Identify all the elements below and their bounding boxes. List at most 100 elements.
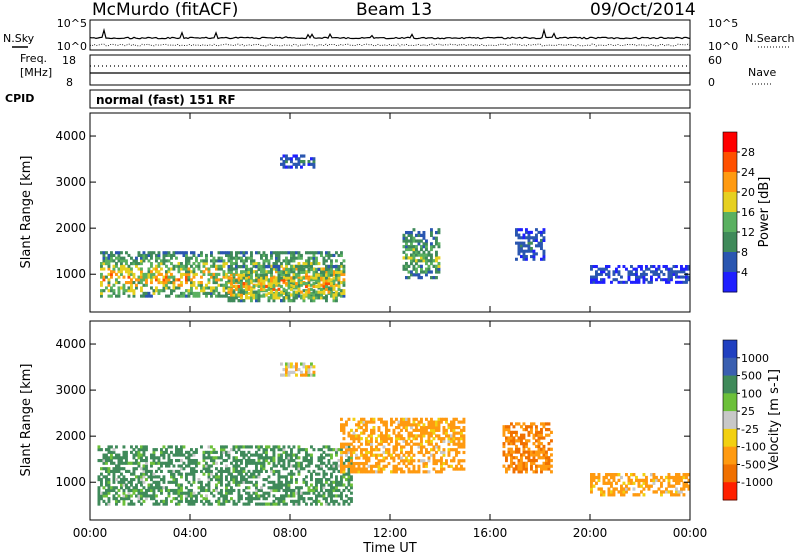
x-tick-label: 16:00 <box>473 526 508 540</box>
data-cell <box>282 162 286 166</box>
data-cell <box>365 428 368 432</box>
data-cell <box>297 278 301 282</box>
data-cell <box>412 267 416 271</box>
data-cell <box>645 478 648 483</box>
data-cell <box>297 464 301 468</box>
data-cell <box>262 497 266 501</box>
data-cell <box>315 256 318 260</box>
data-cell <box>160 491 163 495</box>
data-cell <box>620 493 623 497</box>
data-cell <box>462 442 466 446</box>
data-cell <box>305 502 308 506</box>
data-cell <box>632 272 636 276</box>
data-cell <box>132 469 136 473</box>
data-cell <box>245 270 248 274</box>
data-cell <box>415 442 418 446</box>
data-cell <box>100 491 103 495</box>
data-cell <box>592 484 596 488</box>
data-cell <box>527 230 531 234</box>
data-cell <box>435 445 438 449</box>
data-cell <box>137 456 141 460</box>
data-cell <box>402 236 406 240</box>
data-cell <box>400 448 403 452</box>
data-cell <box>117 286 121 290</box>
data-cell <box>422 426 426 430</box>
data-cell <box>130 262 133 266</box>
data-cell <box>142 278 146 282</box>
data-cell <box>117 480 121 484</box>
data-cell <box>322 276 326 280</box>
data-cell <box>212 456 216 460</box>
data-cell <box>187 472 191 476</box>
data-cell <box>140 491 143 495</box>
data-cell <box>510 439 513 443</box>
data-cell <box>230 272 233 276</box>
data-cell <box>210 491 213 495</box>
data-cell <box>135 483 138 487</box>
data-cell <box>232 456 236 460</box>
data-cell <box>165 270 168 274</box>
data-cell <box>642 487 646 491</box>
data-cell <box>272 251 276 255</box>
data-cell <box>135 262 138 266</box>
data-cell <box>442 426 446 430</box>
data-cell <box>172 475 176 479</box>
data-cell <box>130 488 133 493</box>
data-cell <box>140 502 143 506</box>
data-cell <box>142 445 146 449</box>
data-cell <box>537 439 541 443</box>
data-cell <box>385 448 388 452</box>
data-cell <box>262 464 266 468</box>
data-cell <box>127 281 131 285</box>
data-cell <box>267 456 271 460</box>
data-cell <box>175 491 178 495</box>
data-cell <box>637 278 641 282</box>
data-cell <box>665 265 668 269</box>
data-cell <box>295 362 298 366</box>
data-cell <box>337 469 341 473</box>
data-cell <box>220 494 223 498</box>
data-cell <box>232 480 236 484</box>
data-cell <box>420 439 423 444</box>
data-cell <box>257 445 261 449</box>
data-cell <box>530 464 533 468</box>
data-cell <box>240 251 243 255</box>
data-cell <box>437 459 441 463</box>
data-cell <box>242 480 246 484</box>
data-cell <box>235 458 238 463</box>
data-cell <box>350 497 353 501</box>
data-cell <box>667 473 671 477</box>
data-cell <box>210 291 213 295</box>
data-cell <box>220 445 223 449</box>
data-cell <box>425 267 428 271</box>
power-ylabel: Slant Range [km] <box>19 156 34 269</box>
data-cell <box>275 488 278 493</box>
data-cell <box>402 267 406 271</box>
data-cell <box>210 289 213 293</box>
data-cell <box>145 464 148 468</box>
data-cell <box>205 488 208 493</box>
data-cell <box>157 458 161 463</box>
data-cell <box>282 499 286 503</box>
data-cell <box>197 461 201 465</box>
data-cell <box>430 439 433 444</box>
data-cell <box>145 494 148 498</box>
data-cell <box>280 162 283 166</box>
data-cell <box>320 467 323 471</box>
data-cell <box>652 265 656 269</box>
data-cell <box>150 251 153 255</box>
data-cell <box>345 453 348 457</box>
data-cell <box>317 456 321 460</box>
data-cell <box>612 473 616 477</box>
data-cell <box>97 497 101 501</box>
data-cell <box>425 242 428 246</box>
data-cell <box>410 448 413 452</box>
data-cell <box>260 445 263 449</box>
data-cell <box>512 467 516 471</box>
data-cell <box>222 448 226 452</box>
data-cell <box>312 491 316 495</box>
data-cell <box>162 445 166 449</box>
data-cell <box>270 480 273 484</box>
